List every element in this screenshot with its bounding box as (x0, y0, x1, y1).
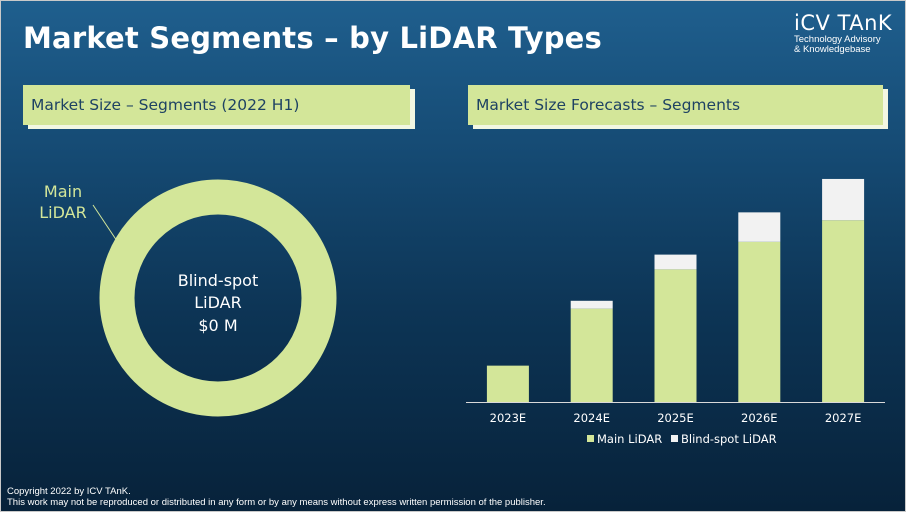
bar-main-lidar-2027e (822, 220, 865, 402)
bar-main-lidar-2026e (738, 241, 781, 402)
disclaimer-line: This work may not be reproduced or distr… (7, 497, 546, 508)
page-title: Market Segments – by LiDAR Types (23, 21, 602, 55)
bar-blind-spot-lidar-2024e (570, 300, 613, 309)
main-lidar-label-line1: Main (44, 182, 82, 201)
x-tick-label: 2025E (657, 411, 694, 425)
bar-main-lidar-2024e (570, 308, 613, 402)
section-header-segments: Market Size – Segments (2022 H1) (23, 85, 410, 125)
x-tick-label: 2023E (490, 411, 527, 425)
logo-name: iCV TAnK (794, 11, 893, 35)
legend-swatch-main-lidar (587, 435, 594, 442)
legend-label-main-lidar: Main LiDAR (597, 432, 662, 446)
bar-main-lidar-2023e (486, 365, 529, 402)
logo: iCV TAnK Technology Advisory & Knowledge… (794, 11, 892, 55)
section-header-forecasts: Market Size Forecasts – Segments (468, 85, 883, 125)
blind-spot-value-label: $0 M (198, 316, 237, 335)
blind-spot-label-line2: LiDAR (194, 293, 241, 312)
logo-tagline-2: & Knowledgebase (794, 44, 871, 55)
bar-blind-spot-lidar-2027e (822, 178, 865, 221)
copyright-footer: Copyright 2022 by ICV TAnK. This work ma… (7, 486, 546, 508)
main-lidar-leader-line (92, 204, 126, 254)
x-tick-label: 2024E (573, 411, 610, 425)
blind-spot-label-line1: Blind-spot (178, 271, 259, 290)
donut-slice-main-lidar (99, 179, 337, 417)
legend-label-blind-spot-lidar: Blind-spot LiDAR (681, 432, 777, 446)
bar-chart: 2023E 2024E 2025E 2026E 2027E Main LiDAR Blind… (466, 178, 885, 446)
copyright-line: Copyright 2022 by ICV TAnK. (7, 486, 131, 497)
main-lidar-label-line2: LiDAR (39, 203, 86, 222)
x-tick-label: 2026E (741, 411, 778, 425)
bar-main-lidar-2025e (654, 269, 697, 402)
bar-blind-spot-lidar-2026e (738, 212, 781, 242)
charts-canvas: Main LiDAR Blind-spot LiDAR $0 M 2023E 20… (39, 178, 885, 446)
legend-swatch-blind-spot-lidar (671, 435, 678, 442)
donut-chart: Main LiDAR Blind-spot LiDAR $0 M (39, 179, 337, 417)
bar-blind-spot-lidar-2025e (654, 254, 697, 270)
logo-tagline-1: Technology Advisory (794, 34, 881, 45)
x-tick-label: 2027E (825, 411, 862, 425)
